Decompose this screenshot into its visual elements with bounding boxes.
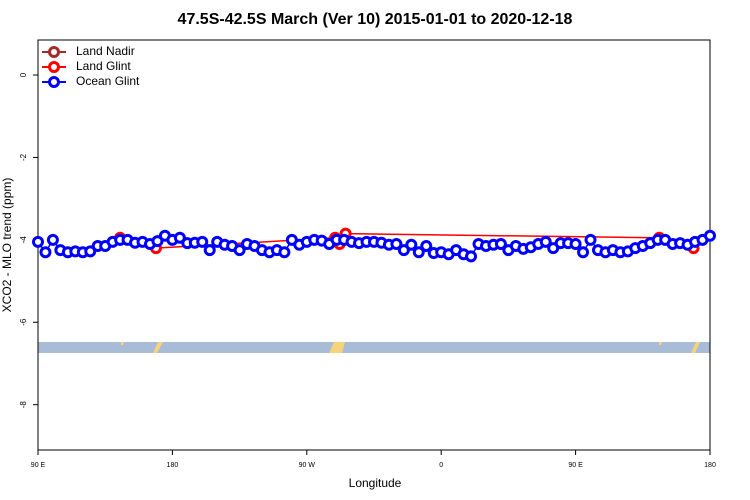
data-point [173,231,186,244]
data-point [46,233,59,246]
y-tick-label: 0 [19,72,28,77]
land-patch [329,342,345,353]
x-tick-label: 0 [439,462,443,469]
data-point [203,244,216,257]
y-tick-label: -6 [19,318,28,326]
data-point [405,238,418,251]
x-tick-label: 90 E [568,462,583,469]
legend-label: Land Nadir [76,44,135,58]
x-tick-label: 180 [167,462,179,469]
y-tick-label: -4 [19,236,28,244]
data-point [84,245,97,258]
y-tick-label: -8 [19,401,28,409]
legend-label: Land Glint [76,59,131,73]
data-point [397,244,410,257]
data-point [39,246,52,259]
data-point [151,235,164,248]
map-strip [38,342,710,353]
legend-label: Ocean Glint [76,74,140,88]
chart-title: 47.5S-42.5S March (Ver 10) 2015-01-01 to… [178,11,573,28]
land-patch [153,342,163,353]
legend-marker [48,76,60,88]
data-point [704,229,716,242]
x-tick-label: 180 [704,462,716,469]
data-point [32,235,44,248]
land-patch [691,342,700,353]
x-tick-label: 90 E [31,462,46,469]
land-patch [659,342,662,345]
data-point [539,235,552,248]
data-point [569,237,582,250]
data-point [196,235,209,248]
data-point [584,233,597,246]
data-point [412,246,425,259]
series [32,229,716,263]
data-point [577,246,590,259]
legend-marker [48,46,60,58]
x-tick-label: 90 W [299,462,316,469]
land-patches [121,342,700,353]
data-point [494,237,507,250]
x-axis-label: Longitude [349,476,402,490]
data-point [465,250,478,263]
data-point [420,240,433,253]
legend-marker [48,61,60,73]
data-point [278,246,291,259]
data-point [390,237,403,250]
y-tick-label: -2 [19,153,28,161]
land-patch [121,342,124,345]
y-axis-label: XCO2 - MLO trend (ppm) [0,178,14,313]
data-point [233,244,246,257]
